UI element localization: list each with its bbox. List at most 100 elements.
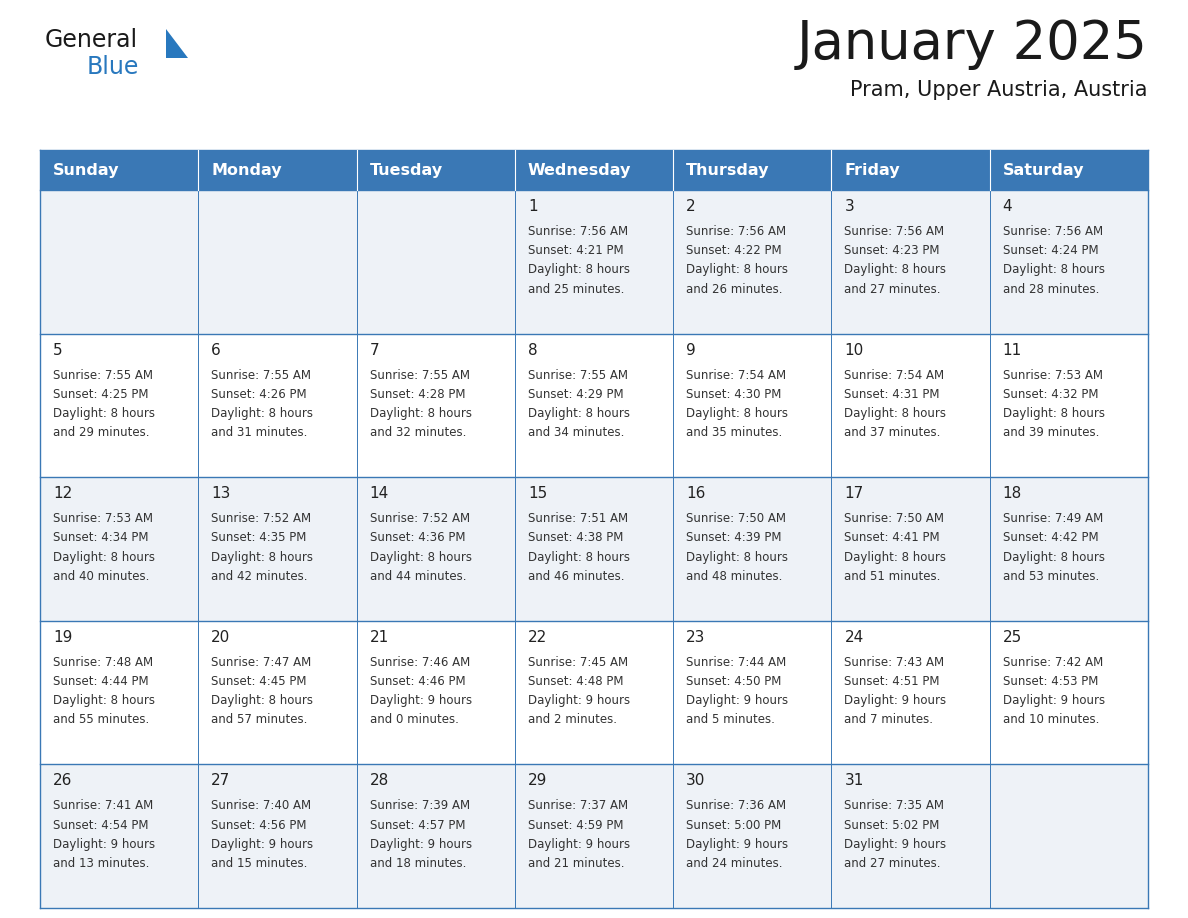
Text: Sunset: 4:36 PM: Sunset: 4:36 PM — [369, 532, 465, 544]
Text: 2: 2 — [687, 199, 696, 214]
Text: Daylight: 8 hours: Daylight: 8 hours — [1003, 551, 1105, 564]
Text: January 2025: January 2025 — [797, 18, 1148, 70]
Text: Sunset: 4:26 PM: Sunset: 4:26 PM — [211, 387, 307, 401]
Text: Sunrise: 7:45 AM: Sunrise: 7:45 AM — [527, 655, 628, 669]
Text: Daylight: 8 hours: Daylight: 8 hours — [1003, 263, 1105, 276]
Text: 15: 15 — [527, 487, 548, 501]
Text: and 44 minutes.: and 44 minutes. — [369, 570, 466, 583]
Text: and 57 minutes.: and 57 minutes. — [211, 713, 308, 726]
Text: Sunrise: 7:48 AM: Sunrise: 7:48 AM — [53, 655, 153, 669]
Text: Sunrise: 7:53 AM: Sunrise: 7:53 AM — [53, 512, 153, 525]
Text: Sunset: 4:23 PM: Sunset: 4:23 PM — [845, 244, 940, 257]
Text: and 10 minutes.: and 10 minutes. — [1003, 713, 1099, 726]
Bar — [356, 621, 514, 765]
Text: Daylight: 8 hours: Daylight: 8 hours — [211, 551, 314, 564]
Bar — [674, 190, 832, 333]
Text: Sunrise: 7:49 AM: Sunrise: 7:49 AM — [1003, 512, 1102, 525]
Text: Daylight: 8 hours: Daylight: 8 hours — [1003, 407, 1105, 420]
Text: Sunset: 4:29 PM: Sunset: 4:29 PM — [527, 387, 624, 401]
Bar — [356, 765, 514, 908]
Text: Daylight: 9 hours: Daylight: 9 hours — [1003, 694, 1105, 707]
Text: and 21 minutes.: and 21 minutes. — [527, 857, 625, 870]
Bar — [198, 621, 356, 765]
Text: Tuesday: Tuesday — [369, 162, 443, 177]
Text: and 13 minutes.: and 13 minutes. — [53, 857, 150, 870]
Text: 30: 30 — [687, 773, 706, 789]
Text: and 26 minutes.: and 26 minutes. — [687, 283, 783, 296]
Bar — [514, 765, 674, 908]
Text: Sunset: 4:25 PM: Sunset: 4:25 PM — [53, 387, 148, 401]
Bar — [40, 333, 198, 477]
Bar — [198, 190, 356, 333]
Bar — [198, 333, 356, 477]
Text: and 5 minutes.: and 5 minutes. — [687, 713, 775, 726]
Bar — [832, 621, 990, 765]
Text: 25: 25 — [1003, 630, 1022, 644]
Text: Daylight: 8 hours: Daylight: 8 hours — [687, 551, 788, 564]
Text: Blue: Blue — [87, 55, 139, 79]
Text: Sunrise: 7:52 AM: Sunrise: 7:52 AM — [211, 512, 311, 525]
Bar — [674, 477, 832, 621]
Text: Thursday: Thursday — [687, 162, 770, 177]
Bar — [990, 621, 1148, 765]
Text: Daylight: 8 hours: Daylight: 8 hours — [845, 263, 947, 276]
Text: Sunset: 4:39 PM: Sunset: 4:39 PM — [687, 532, 782, 544]
Text: Daylight: 9 hours: Daylight: 9 hours — [369, 694, 472, 707]
Text: General: General — [45, 28, 138, 52]
Text: Sunrise: 7:56 AM: Sunrise: 7:56 AM — [527, 225, 628, 238]
Text: 9: 9 — [687, 342, 696, 358]
Bar — [990, 150, 1148, 190]
Text: Daylight: 8 hours: Daylight: 8 hours — [211, 694, 314, 707]
Text: 27: 27 — [211, 773, 230, 789]
Text: Sunrise: 7:55 AM: Sunrise: 7:55 AM — [211, 369, 311, 382]
Bar — [514, 150, 674, 190]
Text: 4: 4 — [1003, 199, 1012, 214]
Bar — [40, 150, 198, 190]
Text: Daylight: 8 hours: Daylight: 8 hours — [53, 407, 154, 420]
Text: Sunset: 4:31 PM: Sunset: 4:31 PM — [845, 387, 940, 401]
Bar — [674, 621, 832, 765]
Text: Sunrise: 7:35 AM: Sunrise: 7:35 AM — [845, 800, 944, 812]
Text: Sunrise: 7:40 AM: Sunrise: 7:40 AM — [211, 800, 311, 812]
Text: Daylight: 9 hours: Daylight: 9 hours — [527, 694, 630, 707]
Text: 11: 11 — [1003, 342, 1022, 358]
Text: 26: 26 — [53, 773, 72, 789]
Bar — [40, 765, 198, 908]
Text: Daylight: 8 hours: Daylight: 8 hours — [527, 263, 630, 276]
Bar — [40, 621, 198, 765]
Text: Sunset: 4:59 PM: Sunset: 4:59 PM — [527, 819, 624, 832]
Bar — [356, 333, 514, 477]
Text: and 55 minutes.: and 55 minutes. — [53, 713, 150, 726]
Text: Daylight: 8 hours: Daylight: 8 hours — [527, 551, 630, 564]
Bar — [356, 190, 514, 333]
Text: and 53 minutes.: and 53 minutes. — [1003, 570, 1099, 583]
Text: 22: 22 — [527, 630, 548, 644]
Text: Sunset: 4:57 PM: Sunset: 4:57 PM — [369, 819, 465, 832]
Text: and 32 minutes.: and 32 minutes. — [369, 426, 466, 439]
Text: Sunset: 4:35 PM: Sunset: 4:35 PM — [211, 532, 307, 544]
Text: and 42 minutes.: and 42 minutes. — [211, 570, 308, 583]
Text: 23: 23 — [687, 630, 706, 644]
Text: and 51 minutes.: and 51 minutes. — [845, 570, 941, 583]
Text: Saturday: Saturday — [1003, 162, 1085, 177]
Text: Sunrise: 7:56 AM: Sunrise: 7:56 AM — [687, 225, 786, 238]
Bar — [832, 477, 990, 621]
Text: Sunrise: 7:55 AM: Sunrise: 7:55 AM — [369, 369, 469, 382]
Text: Sunrise: 7:42 AM: Sunrise: 7:42 AM — [1003, 655, 1102, 669]
Bar — [514, 477, 674, 621]
Text: Sunrise: 7:44 AM: Sunrise: 7:44 AM — [687, 655, 786, 669]
Bar — [832, 190, 990, 333]
Text: 12: 12 — [53, 487, 72, 501]
Text: and 2 minutes.: and 2 minutes. — [527, 713, 617, 726]
Text: Sunrise: 7:54 AM: Sunrise: 7:54 AM — [845, 369, 944, 382]
Text: Sunrise: 7:41 AM: Sunrise: 7:41 AM — [53, 800, 153, 812]
Text: Daylight: 8 hours: Daylight: 8 hours — [53, 551, 154, 564]
Text: Sunset: 4:42 PM: Sunset: 4:42 PM — [1003, 532, 1099, 544]
Text: and 34 minutes.: and 34 minutes. — [527, 426, 624, 439]
Text: and 7 minutes.: and 7 minutes. — [845, 713, 934, 726]
Text: Daylight: 9 hours: Daylight: 9 hours — [687, 694, 789, 707]
Bar — [990, 333, 1148, 477]
Text: Sunset: 4:28 PM: Sunset: 4:28 PM — [369, 387, 465, 401]
Text: Daylight: 8 hours: Daylight: 8 hours — [53, 694, 154, 707]
Bar — [514, 333, 674, 477]
